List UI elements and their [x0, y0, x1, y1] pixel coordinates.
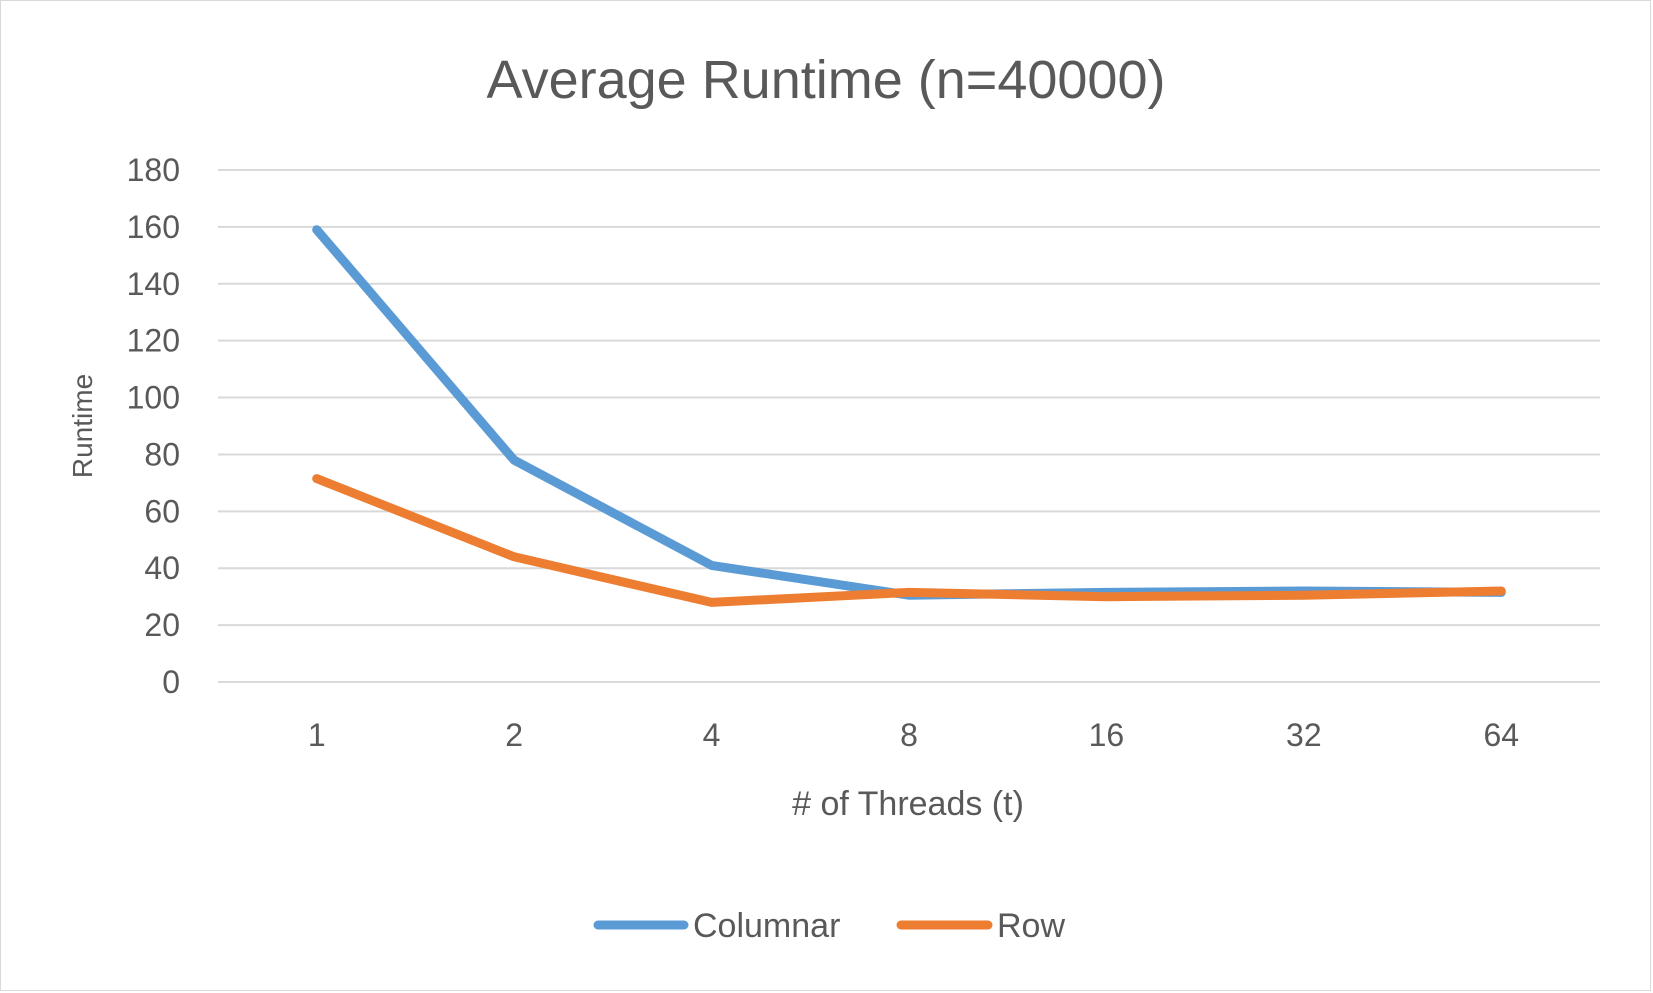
- y-tick-label: 160: [127, 209, 180, 245]
- y-axis-tick-labels: 0 20 40 60 80 100 120 140 160 180: [127, 152, 180, 700]
- legend-label-columnar: Columnar: [693, 907, 840, 945]
- series-line-row: [312, 474, 1506, 607]
- series-lines: [312, 225, 1506, 607]
- y-axis-label: Runtime: [67, 374, 98, 478]
- x-tick-label: 4: [703, 717, 721, 753]
- legend: Columnar Row: [593, 907, 1065, 945]
- y-tick-label: 40: [144, 550, 180, 586]
- y-tick-label: 80: [144, 436, 180, 472]
- x-tick-label: 32: [1286, 717, 1322, 753]
- y-tick-label: 120: [127, 323, 180, 359]
- y-tick-label: 140: [127, 266, 180, 302]
- y-tick-label: 0: [162, 664, 180, 700]
- x-tick-label: 2: [505, 717, 523, 753]
- x-axis-tick-labels: 1 2 4 8 16 32 64: [308, 717, 1519, 753]
- gridlines: [218, 169, 1600, 683]
- x-tick-label: 16: [1089, 717, 1125, 753]
- y-tick-label: 20: [144, 607, 180, 643]
- x-axis-label: # of Threads (t): [792, 785, 1024, 823]
- y-tick-label: 60: [144, 493, 180, 529]
- y-tick-label: 180: [127, 152, 180, 188]
- x-tick-label: 64: [1483, 717, 1519, 753]
- x-tick-label: 1: [308, 717, 326, 753]
- y-tick-label: 100: [127, 380, 180, 416]
- chart-title: Average Runtime (n=40000): [487, 50, 1166, 110]
- x-tick-label: 8: [900, 717, 918, 753]
- legend-label-row: Row: [997, 907, 1065, 945]
